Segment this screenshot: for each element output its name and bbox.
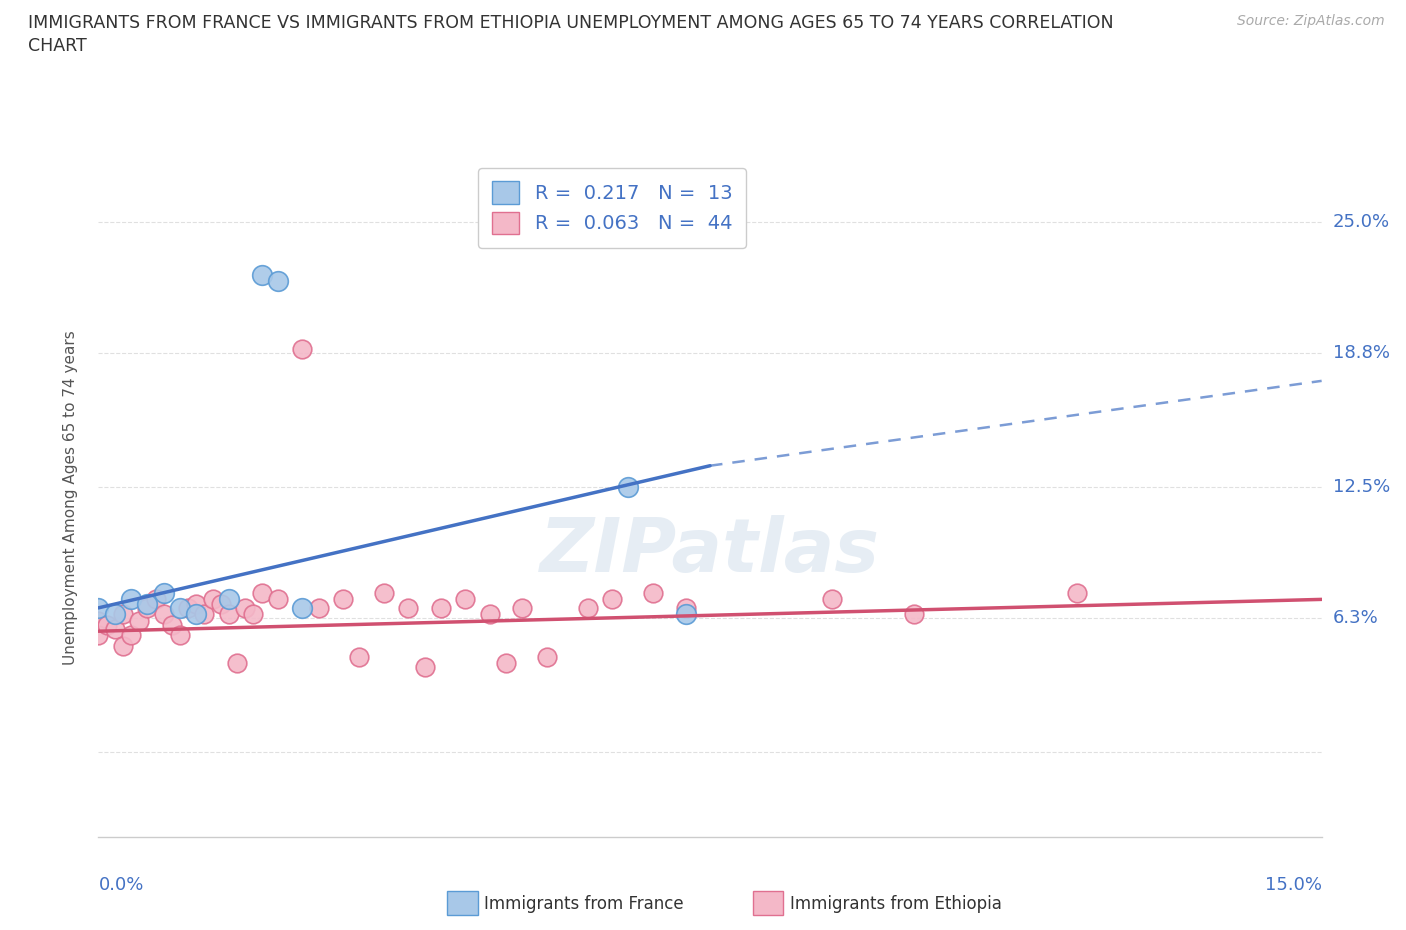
Text: 6.3%: 6.3% <box>1333 609 1378 628</box>
Text: Source: ZipAtlas.com: Source: ZipAtlas.com <box>1237 14 1385 28</box>
Point <box>600 592 623 607</box>
Point <box>576 601 599 616</box>
Point <box>136 601 159 616</box>
Point <box>512 601 534 616</box>
Text: ZIPatlas: ZIPatlas <box>540 515 880 589</box>
Point <box>430 601 453 616</box>
Point <box>152 586 174 601</box>
Point <box>821 592 844 607</box>
Point <box>96 618 118 632</box>
Point <box>675 601 697 616</box>
Bar <box>752 891 783 915</box>
Point <box>373 586 395 601</box>
Point <box>186 596 208 611</box>
Bar <box>447 891 478 915</box>
Point <box>87 628 110 643</box>
Point <box>495 656 517 671</box>
Text: 15.0%: 15.0% <box>1264 876 1322 894</box>
Point <box>209 596 232 611</box>
Point <box>169 628 191 643</box>
Point <box>413 660 436 675</box>
Point <box>478 606 501 621</box>
Point <box>136 596 159 611</box>
Point <box>152 606 174 621</box>
Y-axis label: Unemployment Among Ages 65 to 74 years: Unemployment Among Ages 65 to 74 years <box>63 330 77 665</box>
Point <box>218 592 240 607</box>
Point <box>675 606 697 621</box>
Point <box>160 618 183 632</box>
Text: 18.8%: 18.8% <box>1333 344 1389 363</box>
Text: 0.0%: 0.0% <box>98 876 143 894</box>
Point <box>120 592 142 607</box>
Point <box>226 656 249 671</box>
Text: 25.0%: 25.0% <box>1333 213 1391 231</box>
Point <box>250 586 273 601</box>
Point <box>233 601 256 616</box>
Point <box>396 601 419 616</box>
Text: Immigrants from Ethiopia: Immigrants from Ethiopia <box>790 895 1001 912</box>
Point <box>291 341 314 356</box>
Point <box>186 606 208 621</box>
Point <box>903 606 925 621</box>
Point <box>104 606 127 621</box>
Point <box>641 586 664 601</box>
Point <box>169 601 191 616</box>
Point <box>218 606 240 621</box>
Point <box>111 606 134 621</box>
Text: IMMIGRANTS FROM FRANCE VS IMMIGRANTS FROM ETHIOPIA UNEMPLOYMENT AMONG AGES 65 TO: IMMIGRANTS FROM FRANCE VS IMMIGRANTS FRO… <box>28 14 1114 32</box>
Point <box>536 649 558 664</box>
Point <box>242 606 264 621</box>
Point <box>145 592 167 607</box>
Text: Immigrants from France: Immigrants from France <box>484 895 683 912</box>
Point <box>1066 586 1088 601</box>
Point <box>193 606 215 621</box>
Point <box>332 592 354 607</box>
Point <box>267 273 290 288</box>
Point <box>267 592 290 607</box>
Point <box>454 592 477 607</box>
Point <box>177 601 200 616</box>
Point <box>87 601 110 616</box>
Point <box>87 613 110 628</box>
Text: 12.5%: 12.5% <box>1333 478 1391 496</box>
Point <box>201 592 224 607</box>
Point <box>111 639 134 654</box>
Point <box>104 621 127 636</box>
Text: CHART: CHART <box>28 37 87 55</box>
Point <box>349 649 371 664</box>
Point <box>128 613 150 628</box>
Point <box>291 601 314 616</box>
Point <box>308 601 330 616</box>
Point <box>250 267 273 282</box>
Legend: R =  0.217   N =  13, R =  0.063   N =  44: R = 0.217 N = 13, R = 0.063 N = 44 <box>478 167 747 247</box>
Point <box>617 480 640 495</box>
Point <box>120 628 142 643</box>
